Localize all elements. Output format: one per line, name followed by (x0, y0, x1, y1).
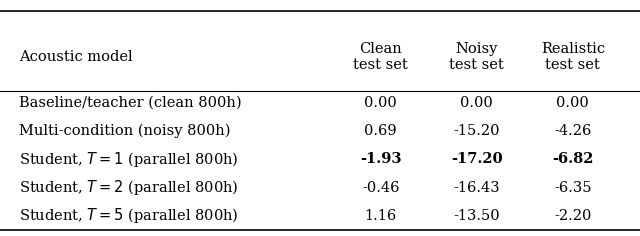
Text: -1.93: -1.93 (360, 152, 401, 166)
Text: Realistic
test set: Realistic test set (541, 42, 605, 72)
Text: Multi-condition (noisy 800h): Multi-condition (noisy 800h) (19, 124, 230, 138)
Text: 0.00: 0.00 (460, 96, 493, 110)
Text: Acoustic model: Acoustic model (19, 50, 133, 64)
Text: -2.20: -2.20 (554, 209, 591, 223)
Text: -15.20: -15.20 (454, 124, 500, 138)
Text: -4.26: -4.26 (554, 124, 591, 138)
Text: Baseline/teacher (clean 800h): Baseline/teacher (clean 800h) (19, 96, 242, 110)
Text: 0.69: 0.69 (365, 124, 397, 138)
Text: -16.43: -16.43 (454, 181, 500, 195)
Text: Student, $T = 5$ (parallel 800h): Student, $T = 5$ (parallel 800h) (19, 206, 239, 225)
Text: -13.50: -13.50 (454, 209, 500, 223)
Text: Student, $T = 1$ (parallel 800h): Student, $T = 1$ (parallel 800h) (19, 150, 239, 169)
Text: -0.46: -0.46 (362, 181, 399, 195)
Text: Noisy
test set: Noisy test set (449, 42, 504, 72)
Text: -6.35: -6.35 (554, 181, 591, 195)
Text: Clean
test set: Clean test set (353, 42, 408, 72)
Text: 1.16: 1.16 (365, 209, 397, 223)
Text: -17.20: -17.20 (451, 152, 502, 166)
Text: Student, $T = 2$ (parallel 800h): Student, $T = 2$ (parallel 800h) (19, 178, 239, 197)
Text: -6.82: -6.82 (552, 152, 593, 166)
Text: 0.00: 0.00 (556, 96, 589, 110)
Text: 0.00: 0.00 (364, 96, 397, 110)
